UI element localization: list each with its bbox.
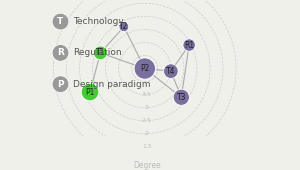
Circle shape xyxy=(164,64,178,79)
Text: T1: T1 xyxy=(96,48,105,57)
Text: T4: T4 xyxy=(166,67,176,76)
Text: P2: P2 xyxy=(140,64,149,73)
Text: T2: T2 xyxy=(119,22,129,31)
Text: 3.5: 3.5 xyxy=(142,91,152,97)
Text: Technology: Technology xyxy=(73,17,124,26)
Circle shape xyxy=(52,76,69,92)
Circle shape xyxy=(183,39,195,51)
Text: 1.5: 1.5 xyxy=(142,144,152,149)
Text: Degree: Degree xyxy=(133,161,161,170)
Circle shape xyxy=(134,58,155,79)
Text: P1: P1 xyxy=(85,88,95,97)
Circle shape xyxy=(94,46,107,60)
Text: Design paradigm: Design paradigm xyxy=(73,80,150,89)
Circle shape xyxy=(81,83,99,101)
Circle shape xyxy=(119,22,129,32)
Text: 2: 2 xyxy=(145,131,149,136)
Circle shape xyxy=(52,45,69,61)
Text: T: T xyxy=(57,17,64,26)
Circle shape xyxy=(173,89,189,105)
Text: Regulation: Regulation xyxy=(73,48,122,57)
Text: T3: T3 xyxy=(177,93,186,102)
Text: 2.5: 2.5 xyxy=(142,118,152,123)
Text: P: P xyxy=(57,80,64,89)
Text: R: R xyxy=(57,48,64,57)
Text: 3: 3 xyxy=(145,105,149,109)
Circle shape xyxy=(52,13,69,30)
Text: R1: R1 xyxy=(184,41,194,50)
